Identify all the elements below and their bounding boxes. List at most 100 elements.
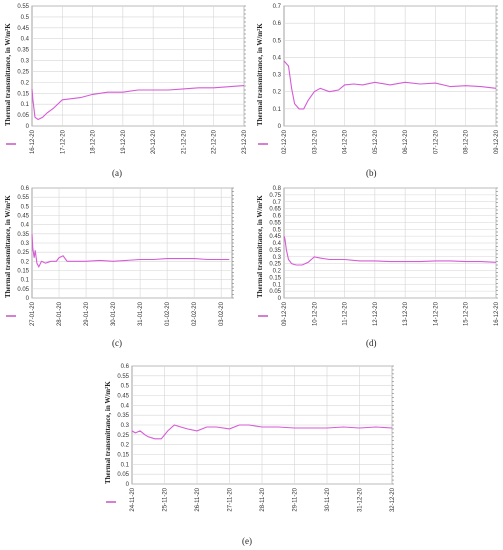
x-tick-label: 16-12-20 [30,129,36,154]
x-tick-label: 31-12-20 [358,487,364,512]
y-tick-label: 0.5 [21,15,30,21]
y-tick-label: 0 [26,296,30,302]
x-tick-label: 03-12-20 [312,129,318,154]
y-tick-label: 0.15 [17,91,29,97]
y-tick-label: 0.6 [273,214,282,220]
y-tick-label: 0.45 [269,234,281,240]
x-tick-label: 23-12-20 [242,129,248,154]
y-tick-label: 0.35 [17,232,29,238]
y-axis-label: Thermal transmittance, in W/m²K [104,381,112,484]
x-tick-label: 27-01-20 [30,301,36,326]
x-tick-label: 24-11-20 [130,487,136,511]
x-tick-label: 01-02-20 [165,301,171,326]
x-tick-label: 11-12-20 [343,301,349,325]
chart-panel-b: 0 0.1 0.2 0.3 0.4 0.5 0.6 0.7 02-12-20 03-12-20 04… [252,0,503,180]
y-tick-label: 0.05 [117,472,129,478]
y-tick-label: 0.1 [273,107,282,113]
x-tick-label: 30-11-20 [325,487,331,511]
panel-label-b: (b) [366,168,377,178]
y-tick-label: 0.5 [273,227,282,233]
panel-label-c: (c) [112,338,122,348]
y-tick-label: 0.7 [273,200,282,206]
y-tick-label: 0.65 [269,207,281,213]
x-tick-label: 07-12-20 [433,129,439,154]
series-line [31,85,245,121]
y-tick-label: 0.05 [17,287,29,293]
x-tick-label: 03-02-20 [219,301,225,326]
x-tick-label: 05-12-20 [373,129,379,154]
y-tick-label: 0.35 [269,248,281,254]
panel-label-d: (d) [366,338,377,348]
y-tick-label: 0.45 [17,26,29,32]
y-tick-label: 0.1 [273,282,282,288]
y-tick-label: 0.05 [269,289,281,295]
y-tick-label: 0.45 [17,214,29,220]
plot-area [283,5,497,127]
x-tick-label: 28-01-20 [57,301,63,326]
y-tick-label: 0 [126,482,130,488]
x-tick-label: 27-11-20 [228,487,234,511]
x-tick-label: 09-12-20 [282,301,288,326]
x-tick-label: 08-12-20 [464,129,470,154]
x-tick-label: 16-12-20 [494,301,500,326]
x-tick-label: 26-11-20 [195,487,201,511]
y-axis-label: Thermal transmittance, in W/m²K [256,195,264,298]
y-tick-label: 0.55 [17,195,29,201]
x-tick-label: 17-12-20 [60,129,66,154]
x-tick-label: 13-12-20 [403,301,409,326]
series-line [283,60,497,110]
y-tick-label: 0.5 [273,38,282,44]
y-tick-label: 0.3 [121,423,130,429]
y-tick-label: 0.4 [21,223,30,229]
chart-b: 0 0.1 0.2 0.3 0.4 0.5 0.6 0.7 02-12-20 03-12-20 04… [256,4,500,154]
x-tick-label: 06-12-20 [403,129,409,154]
x-tick-label: 10-12-20 [312,301,318,326]
x-tick-label: 28-11-20 [260,487,266,511]
chart-a: 0 0.05 0.1 0.15 0.2 0.25 0.3 0.35 0.4 0.45 0.5 0.55… [4,4,248,154]
x-tick-label: 04-12-20 [343,129,349,154]
y-tick-label: 0.2 [21,80,30,86]
y-tick-label: 0.3 [273,73,282,79]
x-tick-label: 32-12-20 [390,487,396,512]
y-tick-label: 0.5 [121,384,130,390]
series-line [131,424,393,440]
x-tick-label: 14-12-20 [433,301,439,326]
y-tick-label: 0.05 [17,113,29,119]
x-tick-label: 22-12-20 [212,129,218,154]
y-tick-label: 0.1 [121,462,130,468]
chart-panel-e: 0 0.05 0.1 0.15 0.2 0.25 0.3 0.35 0.4 0.45 0.5 0.55… [100,360,400,550]
y-tick-label: 0.5 [21,204,30,210]
y-tick-label: 0.25 [269,262,281,268]
series-line [31,233,230,269]
y-tick-label: 0.75 [269,193,281,199]
x-tick-label: 29-01-20 [84,301,90,326]
y-tick-label: 0.25 [17,69,29,75]
y-tick-label: 0.1 [21,102,30,108]
chart-c: 0 0.05 0.1 0.15 0.2 0.25 0.3 0.35 0.4 0.45 0.5 0.55… [4,186,234,326]
y-tick-label: 0.15 [17,269,29,275]
x-tick-label: 15-12-20 [464,301,470,326]
y-tick-label: 0.3 [21,241,30,247]
y-tick-label: 0.4 [21,37,30,43]
y-tick-label: 0.55 [269,220,281,226]
x-tick-label: 20-12-20 [151,129,157,154]
y-tick-label: 0.4 [273,55,282,61]
series-line [283,235,497,266]
chart-e: 0 0.05 0.1 0.15 0.2 0.25 0.3 0.35 0.4 0.45 0.5 0.55… [104,364,396,512]
y-tick-label: 0.55 [117,374,129,380]
panel-label-a: (a) [112,168,122,178]
y-tick-label: 0 [278,296,282,302]
y-tick-label: 0 [26,124,30,130]
x-tick-label: 12-12-20 [373,301,379,326]
y-tick-label: 0.2 [21,259,30,265]
chart-panel-c: 0 0.05 0.1 0.15 0.2 0.25 0.3 0.35 0.4 0.45 0.5 0.55… [0,182,250,354]
y-tick-label: 0.25 [17,250,29,256]
x-tick-label: 02-02-20 [192,301,198,326]
y-tick-label: 0.7 [273,4,282,10]
x-tick-label: 25-11-20 [163,487,169,511]
x-tick-label: 30-01-20 [111,301,117,326]
x-tick-label: 09-12-20 [494,129,500,154]
y-tick-label: 0.15 [269,275,281,281]
y-tick-label: 0 [278,124,282,130]
y-tick-label: 0.2 [273,90,282,96]
